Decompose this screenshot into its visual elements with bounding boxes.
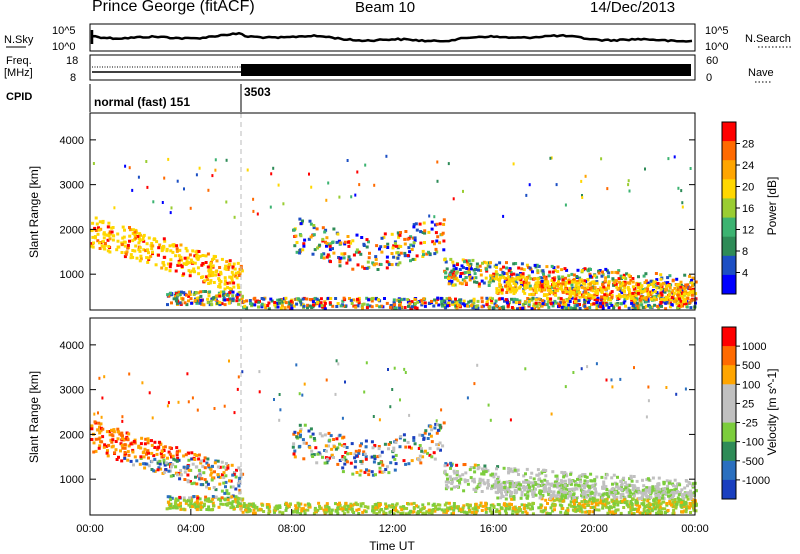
- ytick-label: 2000: [60, 224, 84, 236]
- freq-label-2: [MHz]: [4, 67, 33, 79]
- ytick-label: 1000: [60, 474, 84, 486]
- colorbar-swatch: [722, 327, 736, 347]
- colorbar-tick: 12: [742, 225, 754, 237]
- colorbar-tick: 8: [742, 246, 748, 258]
- colorbar-swatch: [722, 217, 736, 238]
- colorbar-tick: 24: [742, 160, 754, 172]
- colorbar-swatch: [722, 441, 736, 462]
- power-colorbar: 4 8 12 16 20 24 28 Power [dB]: [721, 121, 779, 295]
- nave-tick-bottom: 0: [706, 72, 712, 84]
- time-ut-label: Time UT: [369, 539, 415, 553]
- colorbar-swatch: [722, 160, 736, 180]
- noise-tick-top-left: 10^5: [52, 25, 76, 37]
- chart-title: Prince George (fitACF): [92, 0, 255, 15]
- colorbar-swatch: [722, 346, 736, 366]
- xtick-label: 20:00: [580, 523, 608, 535]
- ytick-label: 4000: [60, 135, 84, 147]
- colorbar-tick: 28: [742, 139, 754, 151]
- colorbar-tick: 16: [742, 203, 754, 215]
- colorbar-tick: 1000: [742, 341, 766, 353]
- ytick-label: 3000: [60, 385, 84, 397]
- xtick-label: 00:00: [76, 523, 104, 535]
- xtick-label: 04:00: [177, 523, 205, 535]
- noise-tick-bottom-left: 10^0: [52, 41, 76, 53]
- ytick-label: 1000: [60, 269, 84, 281]
- beam-label: Beam 10: [355, 0, 416, 16]
- power-data: [90, 154, 698, 311]
- noise-panel: N.Sky 10^5 10^0 10^5 10^0 N.Search: [4, 23, 792, 53]
- colorbar-tick: -25: [742, 418, 758, 430]
- colorbar-swatch: [722, 274, 736, 295]
- velocity-panel: 1000 2000 3000 4000 00:00 04:00 08:00 12:00 16:…: [27, 317, 709, 553]
- power-panel: 1000 2000 3000 4000 Slant Range [km]: [27, 112, 698, 311]
- velocity-colorbar: -1000 -500 -100 -25 25 100 500 1000 Velocity [m…: [721, 326, 779, 500]
- cpid-label: CPID: [6, 91, 32, 103]
- colorbar-tick: 25: [742, 398, 754, 410]
- freq-panel: Freq. [MHz] 18 8 60 0 Nave: [4, 54, 774, 84]
- colorbar-tick: 4: [742, 268, 748, 280]
- nave-label: Nave: [748, 67, 774, 79]
- freq-label-1: Freq.: [6, 55, 32, 67]
- colorbar-tick: -500: [742, 456, 764, 468]
- nsearch-label: N.Search: [745, 33, 791, 45]
- cpid-segment-2: 3503: [244, 85, 271, 99]
- date-label: 14/Dec/2013: [590, 0, 676, 16]
- ytick-label: 4000: [60, 340, 84, 352]
- power-ylabel: Slant Range [km]: [27, 166, 41, 258]
- colorbar-swatch: [722, 255, 736, 276]
- colorbar-tick: -1000: [742, 475, 770, 487]
- colorbar-swatch: [722, 141, 736, 161]
- colorbar-tick: -100: [742, 437, 764, 449]
- xtick-label: 00:00: [681, 523, 709, 535]
- xtick-label: 12:00: [379, 523, 407, 535]
- ytick-label: 3000: [60, 180, 84, 192]
- nsky-label: N.Sky: [4, 34, 34, 46]
- colorbar-swatch: [722, 122, 736, 142]
- velocity-ylabel: Slant Range [km]: [27, 371, 41, 463]
- colorbar-swatch: [722, 365, 736, 385]
- cpid-segment-1: normal (fast) 151: [94, 95, 190, 109]
- ytick-label: 2000: [60, 429, 84, 441]
- colorbar-tick: 100: [742, 379, 760, 391]
- cpid-panel: CPID normal (fast) 151 3503: [6, 84, 271, 112]
- noise-tick-top-right: 10^5: [705, 25, 729, 37]
- xtick-label: 08:00: [278, 523, 306, 535]
- nave-tick-top: 60: [706, 55, 718, 67]
- power-colorbar-label: Power [dB]: [765, 177, 779, 236]
- colorbar-tick: 500: [742, 360, 760, 372]
- colorbar-swatch: [722, 179, 736, 199]
- freq-tick-bottom: 8: [70, 72, 76, 84]
- noise-tick-bottom-right: 10^0: [705, 41, 729, 53]
- colorbar-swatch: [722, 479, 736, 500]
- noise-trace: [90, 30, 693, 44]
- colorbar-swatch: [722, 403, 736, 423]
- velocity-colorbar-label: Velocity [m s^-1]: [765, 369, 779, 456]
- xtick-label: 16:00: [480, 523, 508, 535]
- velocity-data: [90, 359, 698, 516]
- freq-tick-top: 18: [66, 55, 78, 67]
- colorbar-swatch: [722, 422, 736, 443]
- colorbar-swatch: [722, 236, 736, 257]
- colorbar-swatch: [722, 198, 736, 218]
- colorbar-swatch: [722, 460, 736, 481]
- colorbar-tick: 20: [742, 182, 754, 194]
- colorbar-swatch: [722, 384, 736, 404]
